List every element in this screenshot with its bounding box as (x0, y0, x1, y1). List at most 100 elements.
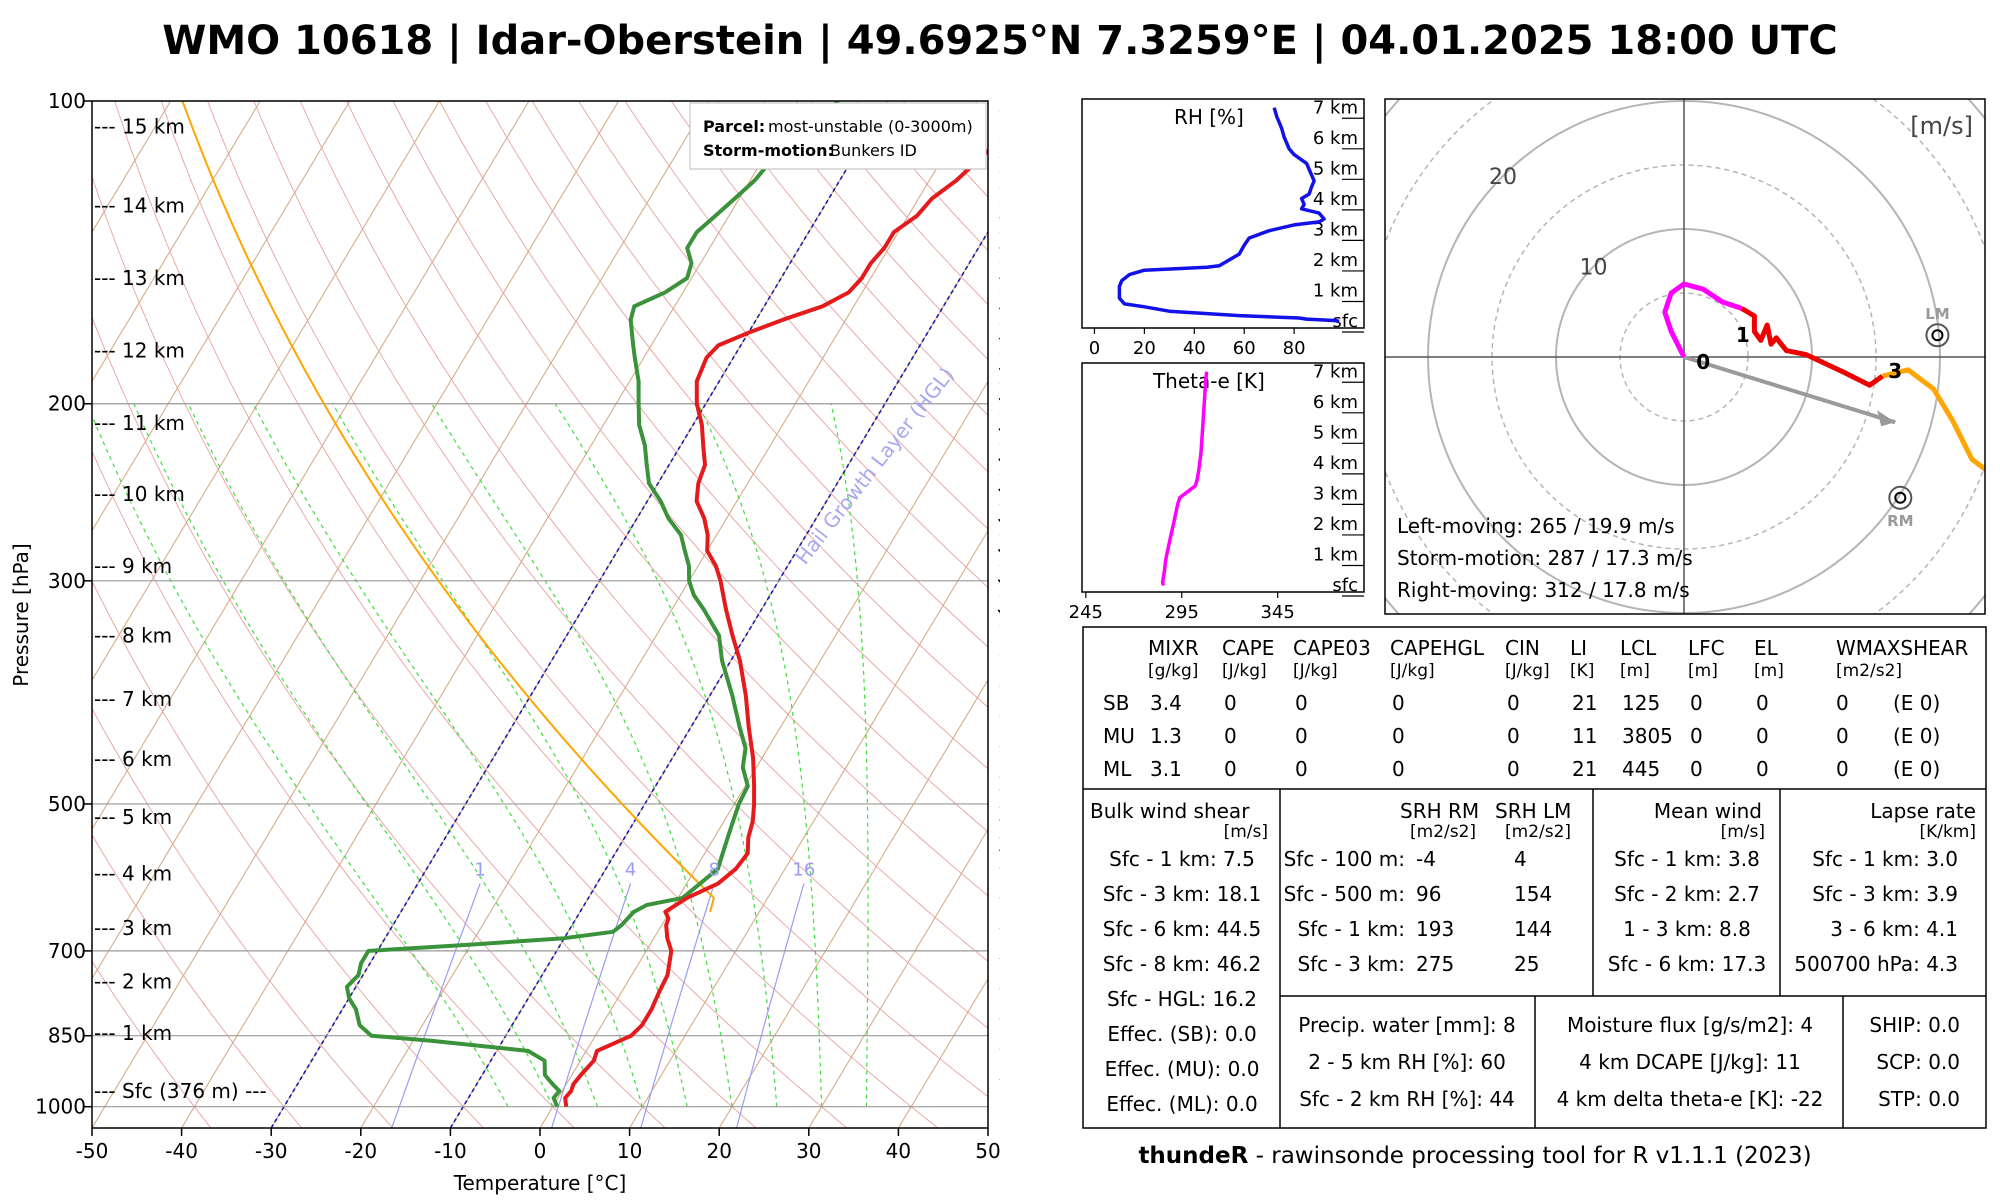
shear-item: Sfc - 3 km: 18.1 (1103, 882, 1261, 906)
isotherm-line (629, 529, 988, 1128)
srh-lm-value: 144 (1514, 917, 1552, 941)
x-tick-label: 245 (1069, 602, 1103, 623)
param-cell: 0 (1756, 691, 1769, 715)
lm-label: LM (1925, 305, 1950, 323)
height-label: 3 km (1313, 483, 1358, 504)
height-label: --- 14 km (94, 193, 185, 217)
moisture-flux-item: 4 km DCAPE [J/kg]: 11 (1579, 1050, 1801, 1074)
shear-unit: [m/s] (1224, 822, 1268, 842)
param-row-label: ML (1103, 757, 1132, 781)
param-header-unit: [m2/s2] (1836, 661, 1902, 681)
dry-adiabat-line (92, 175, 757, 1128)
param-cell: 125 (1622, 691, 1660, 715)
y-tick-label: 850 (48, 1024, 86, 1048)
param-header-unit: [J/kg] (1390, 661, 1435, 681)
y-tick-label: 200 (48, 392, 86, 416)
height-label: 1 km (1313, 280, 1358, 301)
param-header: LI (1570, 636, 1587, 660)
height-label: 7 km (1313, 97, 1358, 118)
dry-adiabat-line (439, 101, 988, 770)
isotherm-line (92, 101, 620, 980)
hodo-trace-upper (1881, 367, 1985, 473)
param-header-unit: [K] (1570, 661, 1594, 681)
srh-rm-value: 193 (1416, 917, 1454, 941)
height-label: 5 km (1313, 158, 1358, 179)
legend-storm-value: Bunkers ID (830, 141, 917, 160)
height-label: 4 km (1313, 453, 1358, 474)
height-label: 5 km (1313, 422, 1358, 443)
param-cell: 0 (1836, 724, 1849, 748)
dry-adiabat-line (392, 101, 988, 833)
param-cell: 0 (1224, 691, 1237, 715)
x-tick-label: -40 (165, 1139, 198, 1163)
moist-adiabat-line (431, 403, 733, 1107)
height-label: sfc (1332, 575, 1358, 596)
srh-row-label: Sfc - 100 m: (1284, 847, 1405, 871)
isotherm-line (92, 101, 351, 532)
param-header-unit: [J/kg] (1293, 661, 1338, 681)
param-cell: 0 (1756, 724, 1769, 748)
srh-lm-value: 25 (1514, 952, 1539, 976)
param-header: CAPE03 (1293, 636, 1371, 660)
param-header-unit: [J/kg] (1222, 661, 1267, 681)
param-cell: 0 (1507, 691, 1520, 715)
hodo-frame (1384, 98, 1986, 615)
height-label: 2 km (1313, 514, 1358, 535)
moisture-flux-item: Moisture flux [g/s/m2]: 4 (1567, 1013, 1813, 1037)
lapse-item: 500700 hPa: 4.3 (1794, 952, 1958, 976)
param-cell: 0 (1224, 757, 1237, 781)
height-label: --- 9 km (94, 554, 172, 578)
x-tick-label: -10 (434, 1139, 467, 1163)
meanwind-item: Sfc - 2 km: 2.7 (1614, 882, 1760, 906)
moist-adiabat-line (187, 403, 599, 1107)
param-header-unit: [m] (1620, 661, 1650, 681)
dry-adiabat-line (92, 316, 666, 1128)
param-header: LCL (1620, 636, 1657, 660)
param-cell: 445 (1622, 757, 1660, 781)
lapse-item: Sfc - 1 km: 3.0 (1812, 847, 1958, 871)
param-header: CAPE (1222, 636, 1274, 660)
x-tick-label: 40 (1183, 338, 1206, 359)
parcel-path-line (181, 101, 716, 913)
x-tick-label: 60 (1233, 338, 1256, 359)
isotherm-line (92, 101, 261, 383)
x-tick-label: 0 (1089, 338, 1100, 359)
param-header: LFC (1688, 636, 1725, 660)
isotherm-line (539, 380, 988, 1128)
moisture-flux-item: 4 km delta theta-e [K]: -22 (1557, 1087, 1824, 1111)
mixing-ratio-line (551, 883, 632, 1128)
lapse-unit: [K/km] (1919, 822, 1976, 842)
moisture-item: Precip. water [mm]: 8 (1298, 1013, 1516, 1037)
mean-wind-vector (1683, 355, 1896, 425)
dry-adiabat-line (531, 101, 988, 648)
param-cell: 0 (1392, 724, 1405, 748)
x-tick-label: -30 (255, 1139, 288, 1163)
skewt-plot-area (92, 101, 988, 1128)
srh-rm-value: -4 (1416, 847, 1436, 871)
height-label: --- 15 km (94, 114, 185, 138)
isotherm-line (181, 101, 799, 1128)
param-row-label: SB (1103, 691, 1129, 715)
x-tick-label: -20 (344, 1139, 377, 1163)
footer-brand: thundeR (1138, 1143, 1249, 1169)
x-tick-label: 40 (886, 1139, 911, 1163)
lapse-title: Lapse rate (1870, 799, 1976, 823)
param-header: MIXR (1148, 636, 1199, 660)
dry-adiabat-line (299, 101, 988, 962)
param-cell: 0 (1295, 724, 1308, 748)
hodo-ring-label: 20 (1489, 165, 1517, 190)
mixing-ratio-label: 1 (474, 860, 485, 881)
dry-adiabat-line (160, 101, 939, 1128)
height-label: 1 km (1313, 544, 1358, 565)
lapse-item: Sfc - 3 km: 3.9 (1812, 882, 1958, 906)
param-cell: 1.3 (1150, 724, 1182, 748)
composite-index-item: STP: 0.0 (1878, 1087, 1960, 1111)
page-title: WMO 10618 | Idar-Oberstein | 49.6925°N 7… (162, 18, 1838, 64)
mixing-ratio-label: 16 (792, 860, 815, 881)
srh-lm-value: 4 (1514, 847, 1527, 871)
param-cell: 21 (1572, 691, 1597, 715)
wind-barb-flag (997, 609, 1000, 614)
profile-frame (1081, 362, 1365, 593)
hgl-boundary-line (449, 230, 988, 1128)
